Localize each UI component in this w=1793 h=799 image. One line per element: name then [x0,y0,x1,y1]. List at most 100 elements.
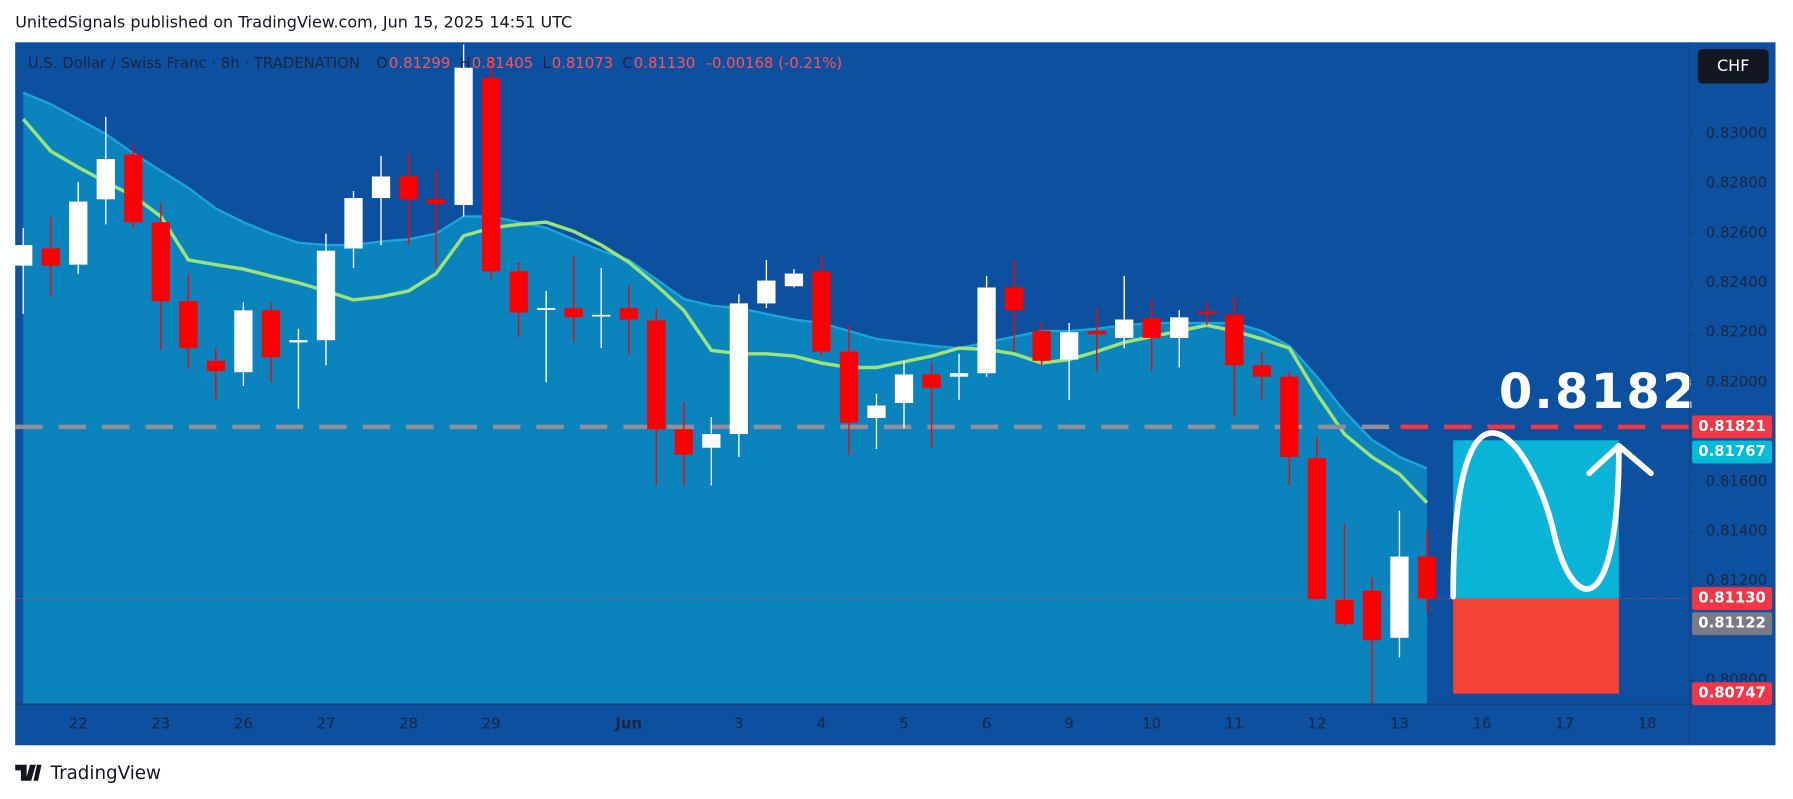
candle-body [399,176,418,200]
candle-body [922,374,941,389]
candle-body [674,429,693,455]
price-label: 0.81821 [1698,417,1766,435]
x-tick-label: 4 [817,715,826,733]
y-tick-label: 0.83000 [1706,124,1767,142]
price-label: 0.81767 [1698,442,1766,460]
candle-body [757,280,776,304]
candle-body [1225,314,1244,366]
candle-body [96,159,115,200]
y-tick-label: 0.82600 [1706,223,1767,241]
upper-band-line [22,91,1428,470]
price-label-box [1692,682,1773,706]
x-tick-label: 11 [1225,715,1244,733]
x-tick-label: 9 [1064,715,1073,733]
candle-body [564,308,583,318]
candle-body [1060,332,1079,360]
legend-line: U.S. Dollar / Swiss Franc · 8h · TRADENA… [28,54,842,72]
candle-body [867,405,886,418]
y-tick-label: 0.82800 [1706,174,1767,192]
change: -0.00168 (-0.21%) [707,54,843,72]
candle-body [151,222,170,302]
candle-body [1335,600,1354,625]
currency-badge [1697,49,1769,84]
cloud-area [23,92,1427,705]
candle-body [206,360,226,371]
x-tick-label: 23 [151,715,170,733]
candle-body [289,340,308,343]
candle-body [1307,458,1327,600]
x-tick-label: 16 [1473,715,1492,733]
candle-body [894,374,914,404]
candle-body [69,201,88,265]
price-label: 0.81130 [1698,589,1766,607]
brand: TradingView [50,763,161,784]
y-tick-label: 0.82000 [1706,372,1767,390]
x-tick-label: 28 [399,715,418,733]
x-tick-label: 26 [234,715,253,733]
candle-body [729,303,748,435]
ohlc-value: 0.81073 [552,54,613,72]
price-label: 0.80747 [1698,684,1766,702]
x-tick-label: 27 [317,715,336,733]
x-tick-label: Jun [614,715,642,733]
x-tick-label: 17 [1555,715,1574,733]
candle-body [949,373,969,377]
candle-body [977,287,996,374]
candle-body [1142,318,1161,338]
ema-line [21,117,1429,504]
candle-body [261,310,281,358]
plot: 0.8182 [14,44,1696,705]
candle-body [1362,590,1382,641]
candle-body [839,351,859,423]
candle-body [647,320,666,430]
candle-body [1087,330,1106,335]
price-label: 0.81122 [1698,614,1766,632]
candle-body [316,250,336,341]
ohlc-value: 0.81405 [472,54,533,72]
candle-body [537,308,556,310]
ohlc-value: 0.81299 [389,54,450,72]
axis-layer: 0.808000.810000.812000.814000.816000.818… [69,124,1773,733]
candle-body [481,77,501,272]
candle-body [344,198,363,249]
x-tick-label: 3 [734,715,743,733]
candle-body [14,245,33,266]
y-tick-label: 0.82400 [1706,273,1767,291]
y-tick-label: 0.82200 [1706,323,1767,341]
x-tick-label: 12 [1307,715,1326,733]
candle-body [702,434,721,448]
candle-body [124,154,143,223]
candle-body [1280,376,1299,457]
ohlc-key: L [542,54,551,72]
target-zone [1453,440,1619,599]
candle-body [454,67,473,206]
footer-logo: TradingView [15,763,161,784]
projection-curve [1450,430,1622,600]
logo-mark [15,764,42,781]
ohlc-key: C [622,54,632,72]
candle-body [1390,556,1409,638]
candle-body [1004,287,1024,311]
candle-body [1115,319,1134,338]
x-tick-label: 5 [899,715,908,733]
candle-body [509,271,528,313]
projection-arrowhead [1586,442,1654,477]
price-label-box [1692,440,1773,464]
candle-body [371,176,391,199]
candle-body [179,301,198,349]
candle-body [234,310,253,373]
publisher: UnitedSignals published on TradingView.c… [15,12,572,31]
stop-zone [1453,598,1619,694]
x-tick-label: 22 [69,715,88,733]
price-label-box [1692,415,1773,439]
candle-body [1252,365,1271,377]
candle-body [1170,317,1189,338]
candle-body [41,248,60,266]
currency: CHF [1717,56,1749,75]
ohlc-key: O [376,54,388,72]
symbol-title: U.S. Dollar / Swiss Franc · 8h · TRADENA… [28,54,360,72]
candle-body [592,314,611,317]
x-tick-label: 6 [982,715,991,733]
